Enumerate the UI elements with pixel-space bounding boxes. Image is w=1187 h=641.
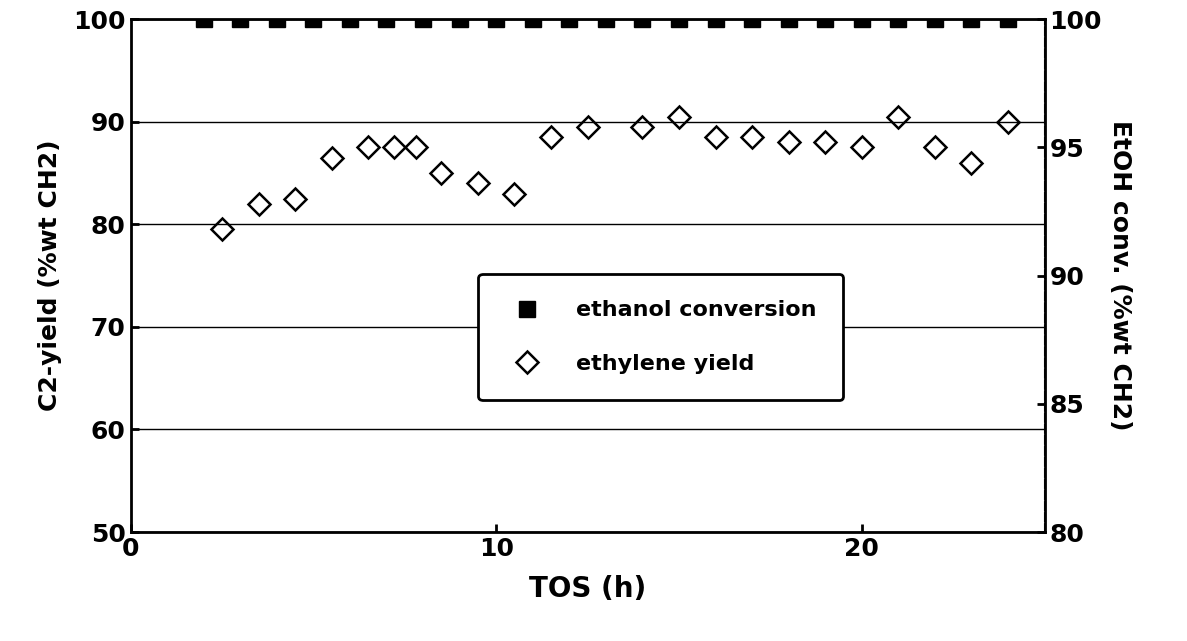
ethylene yield (891, 113, 906, 121)
ethylene yield (252, 200, 266, 208)
ethylene yield (818, 138, 832, 146)
ethanol conversion (818, 15, 832, 23)
ethylene yield (408, 144, 423, 151)
ethanol conversion (598, 15, 612, 23)
ethylene yield (580, 123, 595, 131)
ethylene yield (387, 144, 401, 151)
ethanol conversion (306, 15, 320, 23)
ethylene yield (855, 144, 869, 151)
ethanol conversion (855, 15, 869, 23)
ethanol conversion (1001, 15, 1015, 23)
ethanol conversion (343, 15, 357, 23)
ethanol conversion (563, 15, 577, 23)
ethylene yield (288, 195, 303, 203)
ethanol conversion (709, 15, 723, 23)
ethanol conversion (672, 15, 686, 23)
ethanol conversion (452, 15, 466, 23)
ethanol conversion (928, 15, 942, 23)
ethanol conversion (891, 15, 906, 23)
ethylene yield (1001, 118, 1015, 126)
ethanol conversion (197, 15, 211, 23)
ethylene yield (544, 133, 558, 141)
ethylene yield (964, 159, 978, 167)
ethylene yield (324, 154, 338, 162)
ethylene yield (507, 190, 521, 197)
ethylene yield (635, 123, 649, 131)
ethylene yield (745, 133, 760, 141)
ethylene yield (928, 144, 942, 151)
ethylene yield (672, 113, 686, 121)
Y-axis label: EtOH conv. (%wt CH2): EtOH conv. (%wt CH2) (1109, 121, 1132, 431)
ethylene yield (434, 169, 449, 177)
ethanol conversion (269, 15, 284, 23)
ethanol conversion (745, 15, 760, 23)
Legend: ethanol conversion, ethylene yield: ethanol conversion, ethylene yield (478, 274, 843, 401)
ethanol conversion (635, 15, 649, 23)
ethanol conversion (964, 15, 978, 23)
ethylene yield (361, 144, 375, 151)
ethylene yield (471, 179, 485, 187)
X-axis label: TOS (h): TOS (h) (529, 575, 646, 603)
ethanol conversion (380, 15, 394, 23)
ethanol conversion (233, 15, 247, 23)
ethylene yield (709, 133, 723, 141)
ethanol conversion (415, 15, 430, 23)
Y-axis label: C2-yield (%wt CH2): C2-yield (%wt CH2) (38, 140, 62, 412)
Line: ethanol conversion: ethanol conversion (196, 12, 1016, 27)
ethanol conversion (526, 15, 540, 23)
ethylene yield (215, 226, 229, 233)
ethanol conversion (781, 15, 795, 23)
Line: ethylene yield: ethylene yield (215, 109, 1016, 237)
ethylene yield (781, 138, 795, 146)
ethanol conversion (489, 15, 503, 23)
